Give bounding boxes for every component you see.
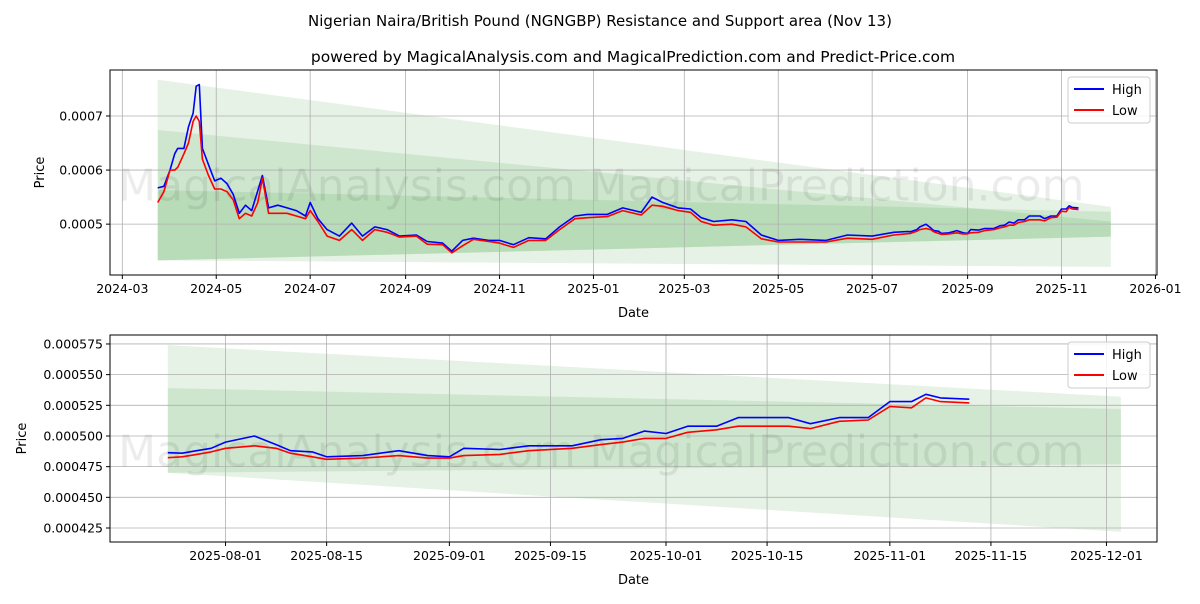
- x-tick-label: 2025-11-15: [955, 548, 1028, 563]
- legend: High Low: [1067, 76, 1151, 124]
- high-price-line: [157, 83, 1079, 252]
- y-tick-label: 0.000525: [43, 398, 103, 413]
- legend-high-label: High: [1112, 348, 1142, 363]
- x-tick-label: 2025-08-15: [290, 548, 363, 563]
- y-tick-label: 0.000550: [43, 367, 103, 382]
- x-tick-label: 2025-11-01: [854, 548, 927, 563]
- panel-recent: 2025-08-01 2025-08-15 2025-09-01 2025-09-15…: [15, 334, 1158, 588]
- x-tick-label: 2025-08-01: [189, 548, 262, 563]
- high-price-line: [167, 393, 970, 458]
- x-tick-label: 2025-03: [658, 281, 710, 296]
- x-axis-label: Date: [618, 573, 649, 588]
- legend: High Low: [1067, 341, 1151, 389]
- chart-subtitle: powered by MagicalAnalysis.com and Magic…: [311, 48, 955, 66]
- watermark-magicalprediction: MagicalPrediction.com: [590, 161, 1085, 212]
- watermark-magicalanalysis: MagicalAnalysis.com: [118, 161, 576, 212]
- watermark-magicalanalysis: MagicalAnalysis.com: [118, 427, 576, 478]
- x-tick-label: 2025-11: [1035, 281, 1087, 296]
- x-tick-label: 2025-01: [567, 281, 619, 296]
- x-tick-label: 2025-09-01: [413, 548, 486, 563]
- x-tick-label: 2026-01: [1129, 281, 1181, 296]
- legend-high-label: High: [1112, 83, 1142, 98]
- panel-full-history: 2024-03 2024-05 2024-07 2024-09 2024-11 2025-…: [33, 69, 1182, 321]
- plot-frame: [109, 69, 1158, 276]
- x-tick-label: 2025-10-15: [731, 548, 804, 563]
- y-tick-label: 0.000575: [43, 336, 103, 351]
- y-axis-label: Price: [15, 423, 30, 455]
- legend-low-label: Low: [1112, 369, 1138, 384]
- x-tick-label: 2024-09: [380, 281, 432, 296]
- x-tick-label: 2025-09-15: [514, 548, 587, 563]
- x-tick-label: 2024-07: [284, 281, 336, 296]
- x-tick-label: 2025-07: [846, 281, 898, 296]
- low-price-line: [157, 115, 1079, 254]
- x-tick-label: 2025-10-01: [630, 548, 703, 563]
- y-tick-label: 0.000450: [43, 490, 103, 505]
- x-tick-label: 2025-05: [752, 281, 804, 296]
- x-tick-label: 2025-09: [941, 281, 993, 296]
- y-tick-label: 0.000475: [43, 459, 103, 474]
- low-price-line: [167, 397, 970, 461]
- y-tick-label: 0.0006: [59, 163, 103, 178]
- y-tick-label: 0.0005: [59, 217, 103, 232]
- chart-title: Nigerian Naira/British Pound (NGNGBP) Re…: [308, 12, 892, 30]
- y-tick-label: 0.000425: [43, 521, 103, 536]
- watermark-magicalprediction: MagicalPrediction.com: [590, 427, 1085, 478]
- x-tick-label: 2024-11: [473, 281, 525, 296]
- y-tick-label: 0.0007: [59, 108, 103, 123]
- x-tick-label: 2024-03: [96, 281, 148, 296]
- legend-low-label: Low: [1112, 104, 1138, 119]
- x-tick-label: 2024-05: [190, 281, 242, 296]
- y-tick-label: 0.000500: [43, 428, 103, 443]
- y-axis-label: Price: [33, 157, 48, 189]
- x-tick-label: 2025-12-01: [1070, 548, 1143, 563]
- plot-frame: [109, 334, 1158, 543]
- x-axis-label: Date: [618, 306, 649, 321]
